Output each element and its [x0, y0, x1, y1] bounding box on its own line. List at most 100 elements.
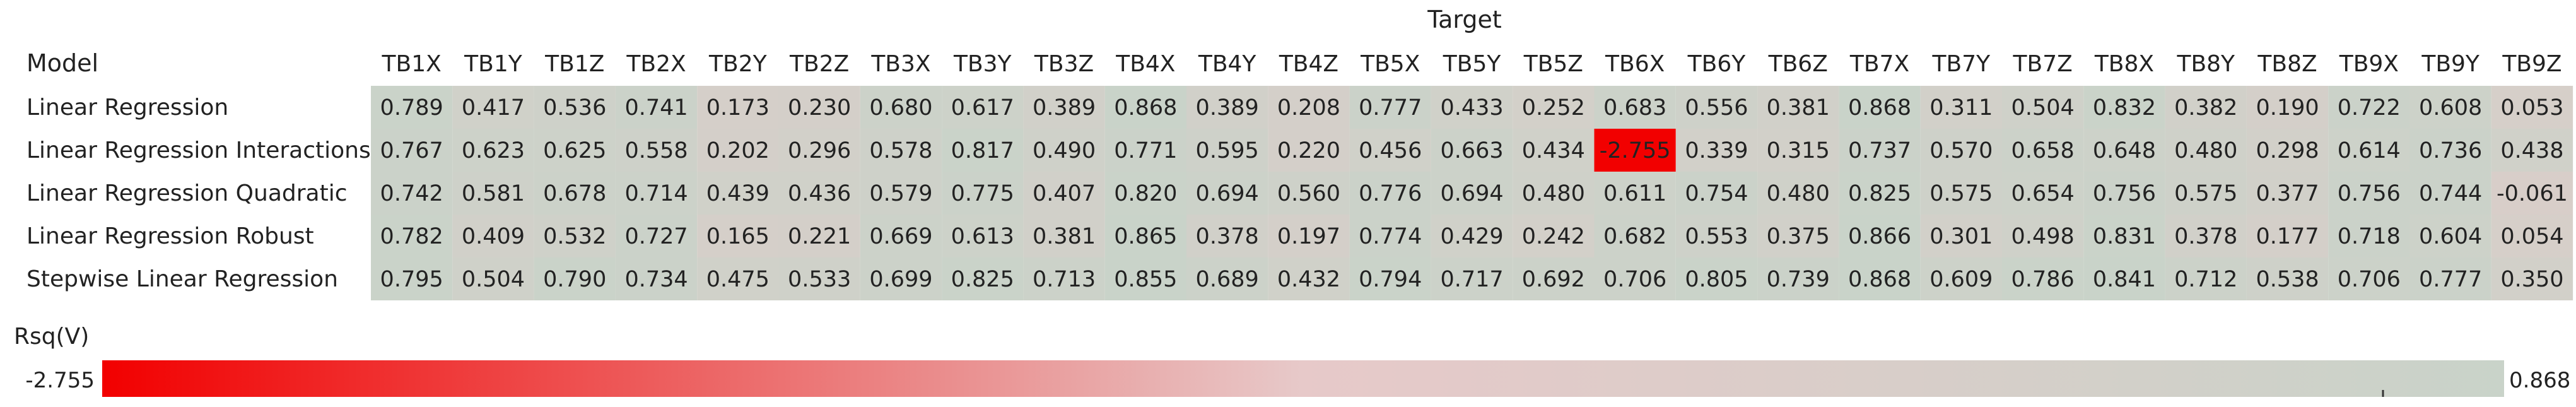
legend-end-swatch — [2499, 360, 2504, 397]
cell-value: 0.866 — [1848, 224, 1911, 249]
cell-value: 0.609 — [1929, 267, 1993, 292]
cell-value: 0.613 — [951, 224, 1014, 249]
column-label: TB6X — [1605, 51, 1665, 77]
cell-value: 0.736 — [2419, 138, 2482, 163]
heatmap-cell — [860, 257, 942, 300]
cell-value: 0.777 — [1359, 95, 1422, 121]
cell-value: 0.689 — [1196, 267, 1259, 292]
cell-value: 0.532 — [543, 224, 606, 249]
heatmap-cell — [778, 129, 860, 172]
cell-value: 0.578 — [869, 138, 932, 163]
cell-value: 0.832 — [2093, 95, 2156, 121]
cell-value: 0.242 — [1522, 224, 1585, 249]
cell-value: 0.782 — [380, 224, 443, 249]
heatmap-cell — [1675, 215, 1758, 257]
column-label: TB4X — [1115, 51, 1175, 77]
column-label: TB3Z — [1034, 51, 1094, 77]
cell-value: 0.786 — [2011, 267, 2075, 292]
cell-value: 0.382 — [2174, 95, 2237, 121]
cell-value: 0.694 — [1196, 181, 1259, 206]
heatmap-cell — [615, 129, 698, 172]
cell-value: 0.311 — [1929, 95, 1993, 121]
cell-value: 0.579 — [869, 181, 932, 206]
cell-value: 0.706 — [1603, 267, 1666, 292]
column-label: TB9Z — [2502, 51, 2561, 77]
cell-value: 0.301 — [1929, 224, 1993, 249]
column-label: TB9X — [2339, 51, 2399, 77]
cell-value: 0.754 — [1685, 181, 1748, 206]
heatmap-cell — [860, 172, 942, 215]
heatmap-cell — [1839, 215, 1921, 257]
heatmap-cell — [1431, 86, 1513, 129]
cell-value: 0.480 — [1767, 181, 1830, 206]
cell-value: 0.407 — [1033, 181, 1096, 206]
cell-value: 0.805 — [1685, 267, 1748, 292]
column-label: TB1X — [382, 51, 442, 77]
cell-value: 0.417 — [462, 95, 525, 121]
cell-value: 0.717 — [1440, 267, 1503, 292]
cell-value: 0.177 — [2256, 224, 2319, 249]
row-label: Linear Regression Interactions — [26, 138, 371, 163]
heatmap-cell — [2491, 215, 2573, 257]
heatmap-cell — [2246, 257, 2329, 300]
heatmap-cell — [697, 257, 779, 300]
heatmap-cell — [1757, 172, 1839, 215]
heatmap-cell — [615, 172, 698, 215]
heatmap-cell — [371, 257, 453, 300]
heatmap-cell — [697, 215, 779, 257]
column-label: TB3X — [870, 51, 930, 77]
cell-value: 0.744 — [2419, 181, 2482, 206]
heatmap-cell — [1186, 172, 1268, 215]
cell-value: 0.560 — [1277, 181, 1340, 206]
heatmap-cell — [1920, 172, 2002, 215]
heatmap-cell — [860, 129, 942, 172]
legend-max-label: 0.868 — [2509, 368, 2570, 393]
cell-value: 0.648 — [2093, 138, 2156, 163]
cell-value: 0.756 — [2338, 181, 2401, 206]
heatmap-cell — [534, 215, 616, 257]
legend-title: Rsq(V) — [14, 324, 89, 350]
heatmap-cell — [534, 129, 616, 172]
cell-value: 0.389 — [1033, 95, 1096, 121]
cell-value: 0.865 — [1114, 224, 1177, 249]
cell-value: 0.831 — [2093, 224, 2156, 249]
cell-value: 0.375 — [1767, 224, 1830, 249]
cell-value: 0.614 — [2338, 138, 2401, 163]
heatmap-cell — [1268, 172, 1350, 215]
row-header-title: Model — [26, 49, 98, 77]
cell-value: 0.680 — [869, 95, 932, 121]
column-label: TB2X — [626, 51, 686, 77]
heatmap-cell — [1104, 215, 1186, 257]
heatmap-cell — [697, 129, 779, 172]
heatmap-cell — [1268, 129, 1350, 172]
heatmap-cell — [1431, 172, 1513, 215]
cell-value: 0.714 — [624, 181, 688, 206]
cell-value: 0.575 — [2174, 181, 2237, 206]
heatmap-cell — [1431, 215, 1513, 257]
cell-value: 0.611 — [1603, 181, 1666, 206]
cell-value: 0.699 — [869, 267, 932, 292]
heatmap-cell — [860, 215, 942, 257]
cell-value: 0.825 — [1848, 181, 1911, 206]
heatmap-cell — [1104, 257, 1186, 300]
heatmap-cell — [1023, 172, 1105, 215]
heatmap-cell — [2165, 172, 2247, 215]
cell-value: 0.498 — [2011, 224, 2075, 249]
cell-value: 0.433 — [1440, 95, 1503, 121]
heatmap-cell — [452, 215, 534, 257]
cell-value: 0.298 — [2256, 138, 2319, 163]
cell-value: 0.208 — [1277, 95, 1340, 121]
cell-value: 0.538 — [2256, 267, 2319, 292]
heatmap-cell — [1594, 129, 1676, 172]
cell-value: 0.825 — [951, 267, 1014, 292]
heatmap-cell — [697, 86, 779, 129]
heatmap-cell — [1757, 257, 1839, 300]
heatmap-cell — [2165, 257, 2247, 300]
heatmap-cell — [371, 86, 453, 129]
heatmap-cell — [452, 129, 534, 172]
cell-value: 0.706 — [2338, 267, 2401, 292]
cell-value: 0.742 — [380, 181, 443, 206]
cell-value: 0.165 — [706, 224, 770, 249]
cell-value: 0.682 — [1603, 224, 1666, 249]
